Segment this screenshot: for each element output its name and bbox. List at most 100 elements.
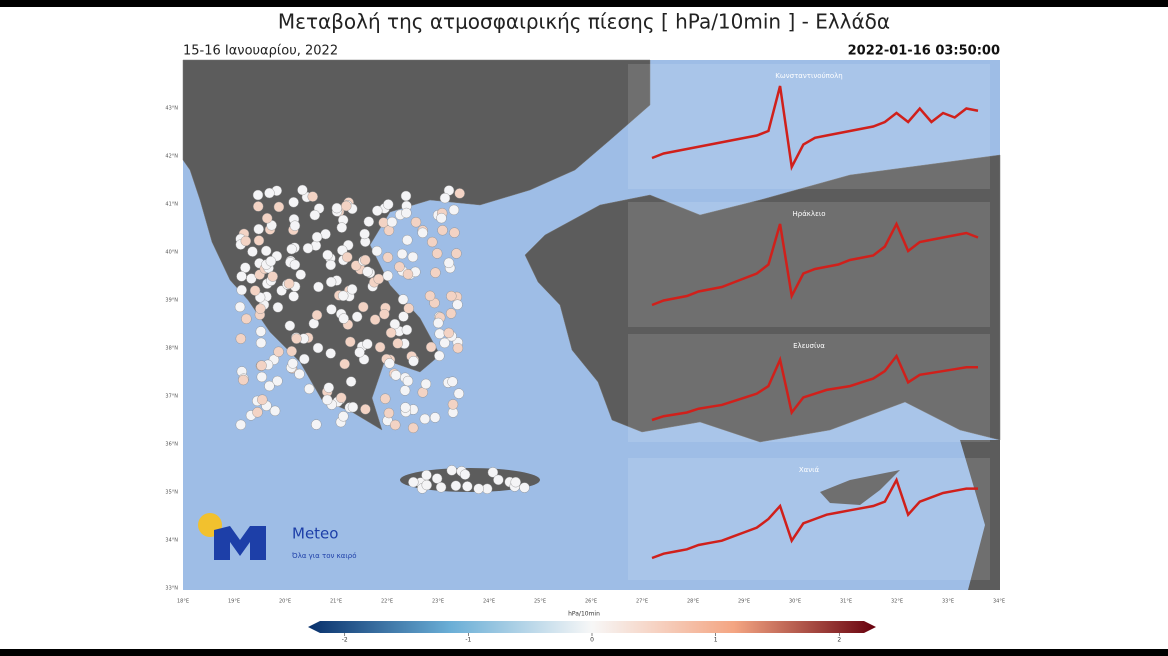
letterbox	[0, 0, 1168, 7]
station	[390, 419, 401, 431]
station	[443, 327, 454, 339]
station	[261, 245, 272, 257]
lat-label: 42°N	[165, 154, 178, 160]
station	[253, 235, 265, 246]
station	[345, 336, 356, 348]
station	[369, 314, 381, 325]
station	[429, 412, 441, 423]
station	[313, 281, 324, 293]
station	[402, 269, 414, 280]
station	[445, 308, 457, 319]
station	[473, 483, 484, 494]
station	[339, 358, 350, 370]
station	[372, 205, 383, 216]
station	[257, 394, 268, 405]
station	[453, 388, 465, 399]
station	[288, 197, 299, 208]
colorbar-tick-label: 2	[837, 637, 841, 644]
station	[249, 285, 261, 296]
station	[394, 261, 405, 272]
inset-title: Ηράκλειο	[792, 210, 825, 218]
station	[446, 290, 457, 302]
station	[430, 267, 441, 278]
station	[297, 184, 308, 196]
lon-label: 32°E	[891, 599, 903, 605]
station	[407, 251, 419, 263]
lon-label: 33°E	[942, 599, 954, 605]
station	[253, 223, 264, 235]
lon-label: 28°E	[687, 599, 699, 605]
station	[311, 309, 323, 321]
station	[345, 376, 357, 387]
station	[436, 212, 447, 224]
station	[325, 348, 336, 359]
station	[383, 407, 395, 419]
title: Μεταβολή της ατμοσφαιρικής πίεσης [ hPa/…	[278, 10, 890, 34]
station	[302, 243, 314, 254]
station	[449, 227, 460, 238]
station	[420, 378, 432, 390]
station	[286, 243, 297, 255]
station	[289, 220, 301, 231]
station	[408, 422, 419, 434]
pressure-line	[651, 353, 978, 422]
station	[434, 350, 445, 362]
colorbar-label: hPa/10min	[568, 611, 600, 618]
station	[247, 246, 258, 257]
station	[240, 235, 252, 247]
lon-label: 23°E	[432, 599, 444, 605]
station	[256, 371, 267, 383]
station	[261, 213, 273, 224]
station	[336, 222, 348, 233]
station	[331, 202, 343, 214]
station	[255, 337, 267, 349]
timestamp: 2022-01-16 03:50:00	[848, 44, 1000, 59]
station	[341, 200, 352, 212]
lon-label: 19°E	[228, 599, 240, 605]
lat-label: 36°N	[165, 442, 178, 448]
colorbar-tick-label: 0	[590, 637, 594, 644]
station	[240, 262, 251, 273]
station	[284, 320, 296, 331]
station	[322, 249, 333, 261]
station	[255, 326, 267, 337]
station	[382, 270, 394, 281]
station	[234, 301, 246, 313]
station	[431, 248, 443, 259]
inset-title: Κωνσταντινούπολη	[775, 72, 842, 80]
station	[358, 301, 369, 313]
station	[295, 269, 306, 280]
station	[443, 257, 455, 269]
station	[384, 358, 395, 369]
station	[307, 191, 318, 202]
inset-panel	[628, 334, 990, 442]
land	[524, 154, 1001, 443]
lon-label: 34°E	[993, 599, 1005, 605]
lat-label: 39°N	[165, 298, 178, 304]
station	[235, 333, 247, 344]
station	[325, 259, 336, 271]
station	[255, 303, 266, 314]
station	[421, 479, 432, 491]
station	[437, 225, 448, 236]
station	[397, 294, 409, 305]
station	[299, 353, 310, 365]
station	[450, 480, 462, 491]
station	[439, 337, 450, 349]
station	[359, 228, 370, 240]
inset-panel	[628, 202, 990, 327]
station	[410, 217, 422, 228]
station	[338, 313, 349, 324]
station	[325, 276, 337, 288]
station	[385, 327, 397, 338]
colorbar-tick-label: -1	[465, 637, 471, 644]
station	[434, 328, 445, 340]
station	[408, 355, 419, 367]
station	[309, 209, 320, 221]
station	[289, 259, 301, 270]
station	[425, 341, 437, 353]
station	[493, 474, 504, 486]
station	[398, 311, 409, 322]
station	[322, 394, 333, 406]
station	[435, 482, 447, 493]
